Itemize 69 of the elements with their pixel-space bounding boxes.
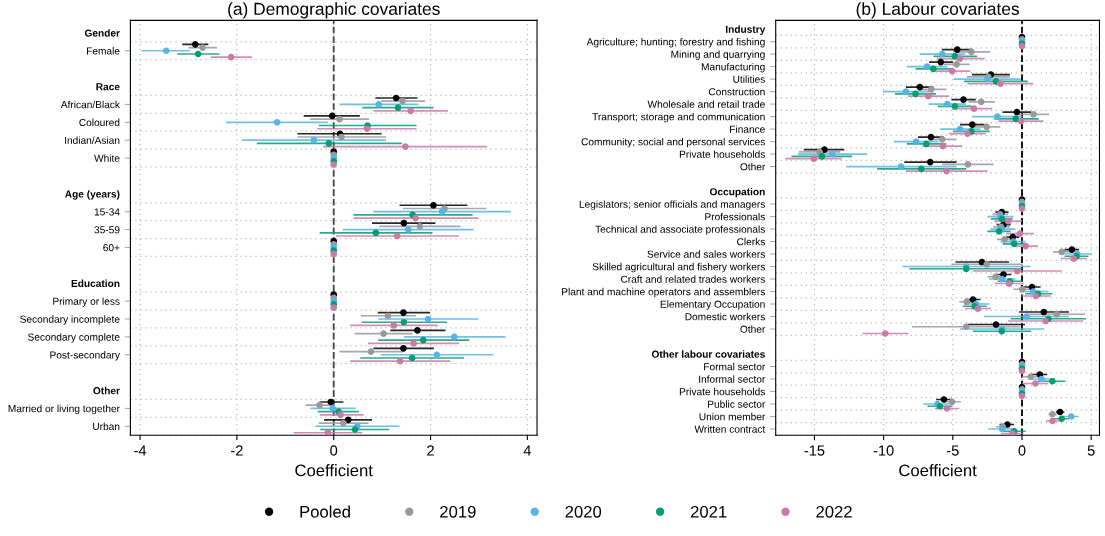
x-tick-label: 5 (1087, 445, 1095, 456)
legend-label: 2022 (816, 505, 852, 518)
chart-title: (b) Labour covariates (856, 2, 1019, 19)
y-tick-label: Transport; storage and communication (592, 112, 765, 123)
y-tick-label: 35-59 (94, 226, 120, 234)
y-tick-label: Female (87, 47, 120, 55)
y-tick-label: Elementary Occupation (660, 300, 765, 310)
y-tick-label: Legislators; senior officials and managers (579, 200, 765, 210)
y-tick-label: Service and sales workers (647, 250, 765, 258)
y-tick-label: Formal sector (704, 362, 766, 371)
y-tick-label: Occupation (709, 187, 765, 198)
x-tick-label: -10 (873, 445, 894, 456)
y-tick-label: Gender (84, 29, 120, 37)
x-tick-label: 0 (1018, 445, 1026, 456)
y-tick-label: Private households (679, 387, 765, 396)
y-tick-label: Primary or less (53, 297, 120, 307)
y-tick-label: Craft and related trades workers (620, 275, 765, 283)
y-tick-label: Community; social and personal services (581, 137, 765, 148)
y-tick-label: Union member (699, 412, 766, 421)
y-tick-label: Informal sector (699, 375, 766, 383)
y-tick-label: Mining and quarrying (671, 50, 765, 60)
y-tick-label: Skilled agricultural and fishery workers (592, 262, 765, 273)
y-tick-label: Other (93, 386, 120, 395)
y-tick-label: Utilities (733, 75, 765, 83)
legend-label: Pooled (300, 505, 350, 518)
y-tick-label: Construction (708, 87, 765, 96)
y-tick-label: Professionals (705, 212, 765, 221)
y-tick-label: Post-secondary (50, 351, 120, 361)
y-tick-label: African/Black (60, 100, 120, 109)
x-tick-label: 2 (427, 445, 434, 456)
legend-label: 2019 (440, 505, 476, 518)
y-tick-label: Age (years) (65, 190, 120, 200)
y-tick-label: Private households (679, 150, 765, 158)
y-tick-label: 60+ (103, 244, 120, 252)
y-tick-label: Technical and associate professionals (595, 225, 765, 235)
x-tick-label: 4 (523, 445, 531, 456)
y-tick-label: Wholesale and retail trade (647, 100, 765, 108)
y-tick-label: White (94, 154, 120, 162)
x-tick-label: -4 (134, 445, 147, 456)
y-tick-label: 15-34 (94, 208, 120, 216)
chart-title: (a) Demographic covariates (228, 2, 440, 19)
legend-label: 2021 (690, 505, 727, 518)
y-tick-label: Education (71, 279, 120, 288)
y-tick-label: Finance (730, 125, 765, 133)
x-tick-label: 0 (330, 445, 338, 456)
x-tick-label: -2 (231, 445, 243, 456)
y-tick-label: Other labour covariates (651, 350, 765, 358)
y-tick-label: Public sector (708, 400, 766, 408)
y-tick-label: Other (740, 325, 766, 333)
y-tick-label: Secondary incomplete (20, 315, 120, 325)
y-tick-label: Clerks (737, 237, 765, 246)
y-tick-label: Race (96, 83, 120, 91)
y-tick-label: Domestic workers (685, 312, 765, 321)
y-tick-label: Other (740, 162, 766, 171)
y-tick-label: Married or living together (8, 404, 120, 415)
x-tick-label: -15 (804, 445, 825, 456)
x-axis-title: Coefficient (295, 464, 373, 477)
y-tick-label: Industry (725, 25, 766, 35)
y-tick-label: Secondary complete (28, 333, 120, 343)
y-tick-label: Indian/Asian (65, 136, 120, 144)
y-tick-label: Manufacturing (701, 62, 765, 73)
legend-label: 2020 (565, 505, 602, 518)
y-tick-label: Written contract (694, 425, 766, 433)
y-tick-label: Urban (93, 422, 120, 431)
x-tick-label: -5 (946, 445, 959, 456)
y-tick-label: Coloured (79, 118, 120, 127)
x-axis-title: Coefficient (899, 464, 977, 477)
y-tick-label: Agriculture; hunting; forestry and fishing (586, 37, 765, 48)
y-tick-label: Plant and machine operators and assemblers (562, 287, 765, 298)
